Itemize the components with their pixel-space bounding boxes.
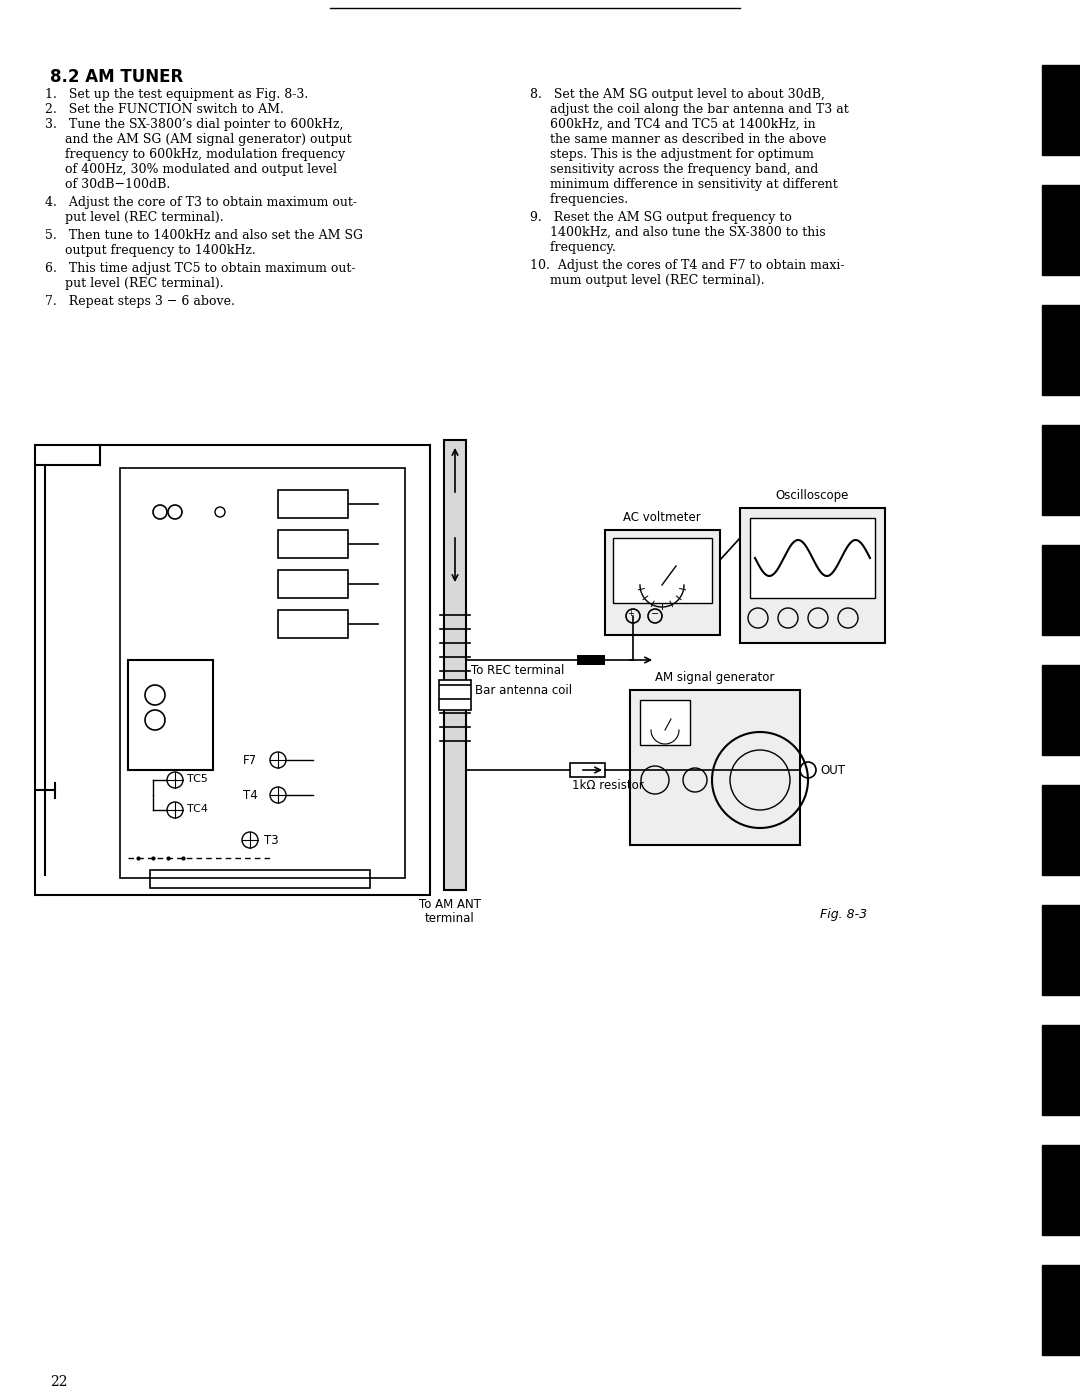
Text: Fig. 8-3: Fig. 8-3: [820, 907, 867, 921]
Text: AC voltmeter: AC voltmeter: [623, 511, 701, 524]
Bar: [1042, 1265, 1080, 1356]
Text: OUT: OUT: [820, 764, 845, 776]
Bar: [750, 518, 875, 597]
Bar: [1042, 785, 1080, 875]
Bar: [120, 468, 405, 878]
Text: 600kHz, and TC4 and TC5 at 1400kHz, in: 600kHz, and TC4 and TC5 at 1400kHz, in: [530, 119, 815, 131]
Text: 22: 22: [50, 1375, 67, 1389]
Text: of 400Hz, 30% modulated and output level: of 400Hz, 30% modulated and output level: [45, 163, 337, 176]
Text: 1kΩ resistor: 1kΩ resistor: [572, 779, 644, 792]
Text: the same manner as described in the above: the same manner as described in the abov…: [530, 133, 826, 147]
Bar: [1042, 186, 1080, 275]
Text: 1.   Set up the test equipment as Fig. 8-3.: 1. Set up the test equipment as Fig. 8-3…: [45, 88, 308, 101]
Text: F7: F7: [243, 754, 257, 766]
Bar: [150, 870, 370, 888]
Text: frequency.: frequency.: [530, 242, 616, 254]
Text: TC4: TC4: [187, 804, 208, 814]
Bar: [1042, 664, 1080, 755]
Bar: [1042, 66, 1080, 155]
Text: T4: T4: [243, 789, 258, 801]
Text: minimum difference in sensitivity at different: minimum difference in sensitivity at dif…: [530, 179, 838, 191]
Text: adjust the coil along the bar antenna and T3 at: adjust the coil along the bar antenna an…: [530, 103, 849, 116]
Text: terminal: terminal: [426, 912, 475, 926]
Bar: [129, 660, 213, 771]
Bar: [1042, 424, 1080, 515]
Bar: [278, 530, 348, 558]
Bar: [613, 537, 712, 603]
Text: sensitivity across the frequency band, and: sensitivity across the frequency band, a…: [530, 163, 819, 176]
Text: 9.   Reset the AM SG output frequency to: 9. Reset the AM SG output frequency to: [530, 211, 792, 223]
Bar: [278, 570, 348, 597]
Text: To AM ANT: To AM ANT: [419, 898, 481, 912]
Bar: [630, 690, 800, 845]
Text: 4.   Adjust the core of T3 to obtain maximum out-: 4. Adjust the core of T3 to obtain maxim…: [45, 195, 357, 209]
Text: put level (REC terminal).: put level (REC terminal).: [45, 276, 224, 290]
Bar: [35, 445, 430, 895]
Text: 3.   Tune the SX-3800’s dial pointer to 600kHz,: 3. Tune the SX-3800’s dial pointer to 60…: [45, 119, 343, 131]
Bar: [1042, 905, 1080, 995]
Text: 2.   Set the FUNCTION switch to AM.: 2. Set the FUNCTION switch to AM.: [45, 103, 284, 116]
Text: output frequency to 1400kHz.: output frequency to 1400kHz.: [45, 244, 256, 257]
Text: frequencies.: frequencies.: [530, 193, 629, 207]
Bar: [278, 490, 348, 518]
Text: −: −: [651, 609, 659, 618]
Text: of 30dB−100dB.: of 30dB−100dB.: [45, 179, 171, 191]
Bar: [640, 699, 690, 745]
Text: and the AM SG (AM signal generator) output: and the AM SG (AM signal generator) outp…: [45, 133, 352, 147]
Bar: [438, 680, 471, 711]
Bar: [605, 530, 720, 635]
Bar: [577, 655, 605, 664]
Bar: [1042, 544, 1080, 635]
Bar: [740, 508, 885, 644]
Text: TC5: TC5: [187, 773, 207, 785]
Text: frequency to 600kHz, modulation frequency: frequency to 600kHz, modulation frequenc…: [45, 148, 346, 161]
Text: 7.   Repeat steps 3 − 6 above.: 7. Repeat steps 3 − 6 above.: [45, 295, 234, 309]
Text: mum output level (REC terminal).: mum output level (REC terminal).: [530, 274, 765, 288]
Text: 8.2 AM TUNER: 8.2 AM TUNER: [50, 68, 184, 87]
Bar: [278, 610, 348, 638]
Text: AM signal generator: AM signal generator: [656, 671, 774, 684]
Text: 1400kHz, and also tune the SX-3800 to this: 1400kHz, and also tune the SX-3800 to th…: [530, 226, 825, 239]
Text: 8.   Set the AM SG output level to about 30dB,: 8. Set the AM SG output level to about 3…: [530, 88, 825, 101]
Text: T3: T3: [264, 833, 279, 847]
Bar: [1042, 1025, 1080, 1115]
Text: 6.   This time adjust TC5 to obtain maximum out-: 6. This time adjust TC5 to obtain maximu…: [45, 262, 355, 275]
Bar: [1042, 304, 1080, 395]
Text: 10.  Adjust the cores of T4 and F7 to obtain maxi-: 10. Adjust the cores of T4 and F7 to obt…: [530, 260, 845, 272]
Text: +: +: [627, 610, 634, 618]
Bar: [1042, 1145, 1080, 1235]
Text: put level (REC terminal).: put level (REC terminal).: [45, 211, 224, 223]
Text: Bar antenna coil: Bar antenna coil: [475, 684, 572, 697]
Text: To REC terminal: To REC terminal: [471, 664, 565, 677]
Text: Oscilloscope: Oscilloscope: [775, 489, 849, 503]
Text: steps. This is the adjustment for optimum: steps. This is the adjustment for optimu…: [530, 148, 814, 161]
Bar: [444, 440, 465, 891]
Bar: [570, 764, 605, 778]
Text: 5.   Then tune to 1400kHz and also set the AM SG: 5. Then tune to 1400kHz and also set the…: [45, 229, 363, 242]
